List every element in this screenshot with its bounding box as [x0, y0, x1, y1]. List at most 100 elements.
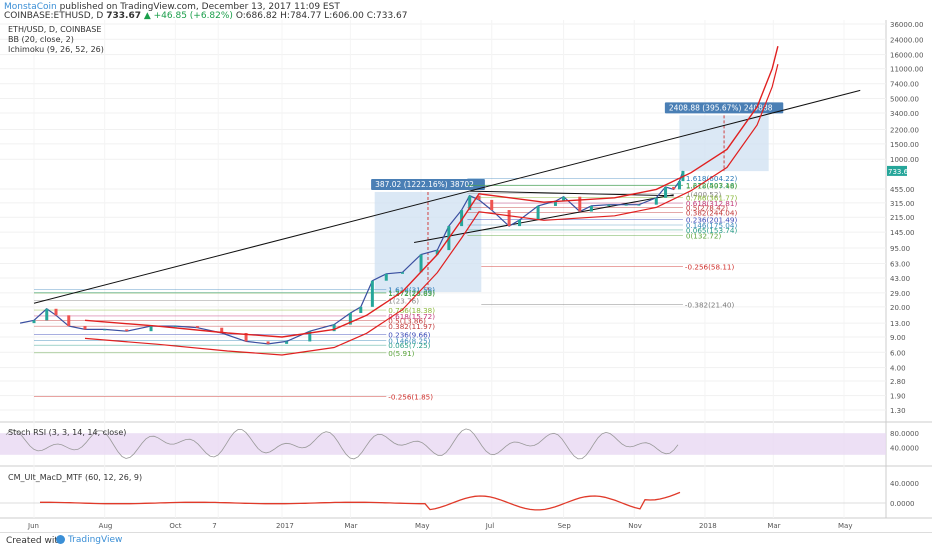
fib-label: 1.272(29.09) — [388, 289, 435, 298]
fib-label: 1(23.76) — [388, 296, 419, 305]
fib-label: 0.146(8.25) — [388, 336, 430, 345]
price-candle — [359, 306, 363, 313]
current-price-label: 733.67 — [888, 168, 913, 176]
y-tick-label: 145.00 — [890, 229, 915, 237]
y-tick-label: 3400.00 — [890, 110, 919, 118]
main-chart[interactable]: 387.02 (1222.16%) 38702 2408.88 (395.67%)… — [0, 0, 932, 532]
fib-label: 0.382(11.97) — [388, 322, 435, 331]
tradingview-label: TradingView — [68, 535, 123, 545]
price-candle — [589, 205, 593, 212]
fib-label: 0.065(7.25) — [388, 341, 430, 350]
trendline[interactable] — [413, 194, 674, 244]
fibonacci-levels: 1.618(604.22)1.272(503.16)1.618(497.48)1… — [34, 174, 738, 402]
fib-label: 0.618(312.81) — [686, 199, 738, 208]
x-tick-label: Jun — [27, 522, 39, 530]
fib-label: 0.618(15.72) — [388, 312, 435, 321]
y-tick-label: 63.00 — [890, 261, 910, 269]
symbol-info: COINBASE:ETHUSD, D 733.67 ▲ +46.85 (+6.8… — [4, 11, 408, 21]
y-tick-label: 7400.00 — [890, 81, 919, 89]
y-tick-label: 20.00 — [890, 304, 910, 312]
price-candle — [45, 308, 49, 321]
fib-label: 0.236(9.66) — [388, 330, 430, 339]
author-link[interactable]: MonstaCoin — [4, 2, 57, 12]
price-axis: 36000.00 24000.00 16000.00 11000.00 7400.00 5… — [887, 21, 923, 415]
price-candle — [220, 327, 224, 334]
macd-line — [40, 491, 681, 511]
y-tick-label: 24000.00 — [890, 36, 923, 44]
stoch-rsi-line — [5, 428, 679, 460]
price-candle — [672, 186, 676, 190]
price-candle — [244, 333, 248, 342]
trendline[interactable] — [469, 190, 674, 197]
price-candle — [607, 204, 611, 206]
y-tick-label: 5000.00 — [890, 95, 919, 103]
price-candle — [536, 205, 540, 220]
y-tick-label: 29.00 — [890, 290, 910, 298]
fib-label: 1.618(497.48) — [686, 182, 738, 191]
fib-label: 0.382(244.04) — [686, 208, 738, 217]
y-tick-label: 315.00 — [890, 200, 915, 208]
y-tick-label: 215.00 — [890, 214, 915, 222]
x-tick-label: Sep — [558, 522, 572, 530]
price-candle — [562, 196, 566, 202]
y-tick-label: 16000.00 — [890, 52, 923, 60]
price-candle — [460, 210, 464, 227]
y-tick-label: 455.00 — [890, 186, 915, 194]
current-price-tag — [887, 165, 907, 176]
fib-label: 0.5(278.42) — [686, 203, 728, 212]
trendline[interactable] — [33, 89, 861, 304]
measure-label: 387.02 (1222.16%) 38702 — [375, 180, 474, 189]
price-candle — [384, 273, 388, 281]
y-tick-label: 43.00 — [890, 275, 910, 283]
tradingview-brand[interactable]: TradingView — [56, 535, 122, 545]
macd-pane: 40.0000 0.0000 — [0, 480, 919, 511]
x-tick-label: 2017 — [276, 522, 294, 530]
price-series — [19, 170, 685, 345]
price-candle — [490, 199, 494, 211]
rsi-tick-label: 80.0000 — [890, 430, 919, 438]
price-candle — [518, 219, 522, 227]
price-candle — [477, 195, 481, 200]
price-candle — [370, 280, 374, 307]
y-tick-label: 95.00 — [890, 245, 910, 253]
legend-ichimoku[interactable]: Ichimoku (9, 26, 52, 26) — [8, 45, 104, 54]
price-candle — [664, 186, 668, 198]
price-candle — [103, 329, 107, 331]
y-tick-label: 9.00 — [890, 334, 906, 342]
x-tick-label: Aug — [99, 522, 113, 530]
legend-symbol[interactable]: ETH/USD, D, COINBASE — [8, 25, 102, 34]
fib-label: 0.786(361.77) — [686, 194, 738, 203]
x-tick-label: Jul — [485, 522, 495, 530]
price-candle — [419, 254, 423, 273]
x-tick-label: 7 — [212, 522, 216, 530]
price-candle — [83, 326, 87, 330]
y-tick-label: 1.90 — [890, 393, 906, 401]
price-candle — [149, 326, 153, 332]
macd-tick-label: 40.0000 — [890, 480, 919, 488]
price-candle — [677, 181, 681, 190]
price-candle — [266, 341, 270, 344]
fib-label: 1.272(503.16) — [686, 181, 738, 190]
fib-label: 0.146(175.04) — [686, 221, 738, 230]
parabolic-curve-line — [84, 46, 779, 338]
fib-label: -0.256(58.11) — [685, 263, 735, 272]
price-candle — [578, 196, 582, 212]
price-candle — [67, 315, 71, 327]
legend-bb[interactable]: BB (20, close, 2) — [8, 35, 74, 44]
price-candle — [624, 204, 628, 206]
measure-boxes: 387.02 (1222.16%) 38702 2408.88 (395.67%)… — [371, 102, 784, 293]
x-tick-label: 2018 — [699, 522, 717, 530]
price-candle — [173, 326, 177, 328]
y-tick-label: 6.00 — [890, 349, 906, 357]
fib-label: 0.5(13.86) — [388, 317, 426, 326]
price-candle — [195, 326, 199, 328]
legend-macd[interactable]: CM_Ult_MacD_MTF (60, 12, 26, 9) — [8, 473, 143, 482]
y-tick-label: 13.00 — [890, 320, 910, 328]
price-candle — [285, 341, 289, 344]
x-tick-label: May — [415, 522, 429, 530]
rsi-band — [0, 433, 886, 455]
time-axis: Jun Aug Oct 7 2017 Mar May Jul Sep Nov 2018 Mar May — [27, 522, 852, 530]
stoch-rsi-pane: 80.0000 40.0000 — [0, 428, 919, 460]
legend-stoch-rsi[interactable]: Stoch RSI (3, 3, 14, 14, close) — [8, 428, 127, 437]
price-candle — [468, 195, 472, 211]
